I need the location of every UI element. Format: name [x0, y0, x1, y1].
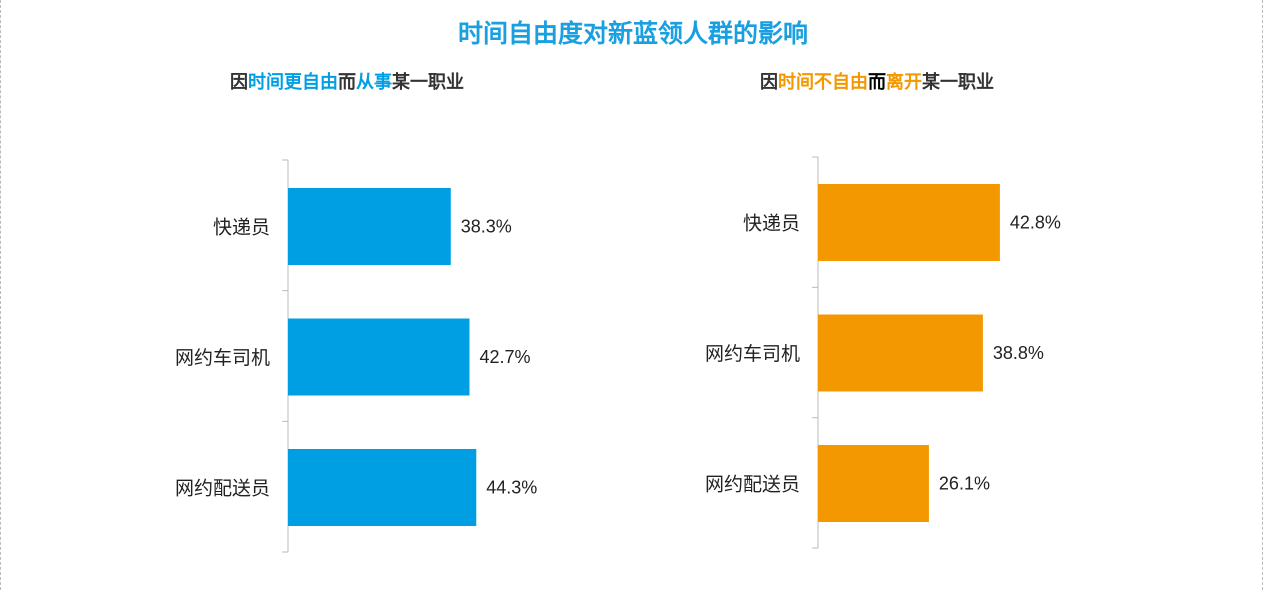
bar-网约配送员 [818, 445, 929, 522]
bar-网约车司机 [288, 318, 470, 396]
data-label: 44.3% [486, 478, 537, 498]
category-label: 网约车司机 [175, 347, 270, 369]
bar-快递员 [288, 188, 451, 265]
right-chart-title: 因时间不自由而离开某一职业 [760, 68, 994, 94]
bar-网约配送员 [288, 449, 477, 526]
chart-title-part: 从事 [356, 72, 392, 93]
page-title: 时间自由度对新蓝领人群的影响 [457, 19, 808, 48]
bar-快递员 [818, 184, 1000, 261]
chart-title-part: 而 [868, 72, 886, 93]
left-chart-title: 因时间更自由而从事某一职业 [230, 68, 464, 94]
chart-title-part: 时间不自由 [778, 72, 868, 93]
category-label: 快递员 [743, 213, 800, 235]
chart-title-part: 而 [338, 72, 356, 93]
data-label: 26.1% [939, 474, 990, 494]
category-label: 快递员 [213, 217, 270, 239]
right-dashed-border [1262, 0, 1263, 590]
data-label: 42.8% [1010, 213, 1061, 233]
chart-title-part: 某一职业 [392, 72, 464, 93]
data-label: 38.8% [993, 343, 1044, 363]
chart-title-part: 因 [760, 72, 778, 93]
category-label: 网约车司机 [705, 343, 800, 365]
data-label: 42.7% [479, 347, 530, 367]
category-label: 网约配送员 [705, 474, 800, 496]
chart-title-part: 某一职业 [922, 72, 994, 93]
bar-网约车司机 [818, 314, 983, 392]
chart-title-part: 因 [230, 72, 248, 93]
chart-title-part: 离开 [886, 72, 922, 93]
left-dashed-border [0, 0, 1, 590]
chart-title-part: 时间更自由 [248, 72, 338, 93]
category-label: 网约配送员 [175, 478, 270, 500]
data-label: 38.3% [461, 217, 512, 237]
